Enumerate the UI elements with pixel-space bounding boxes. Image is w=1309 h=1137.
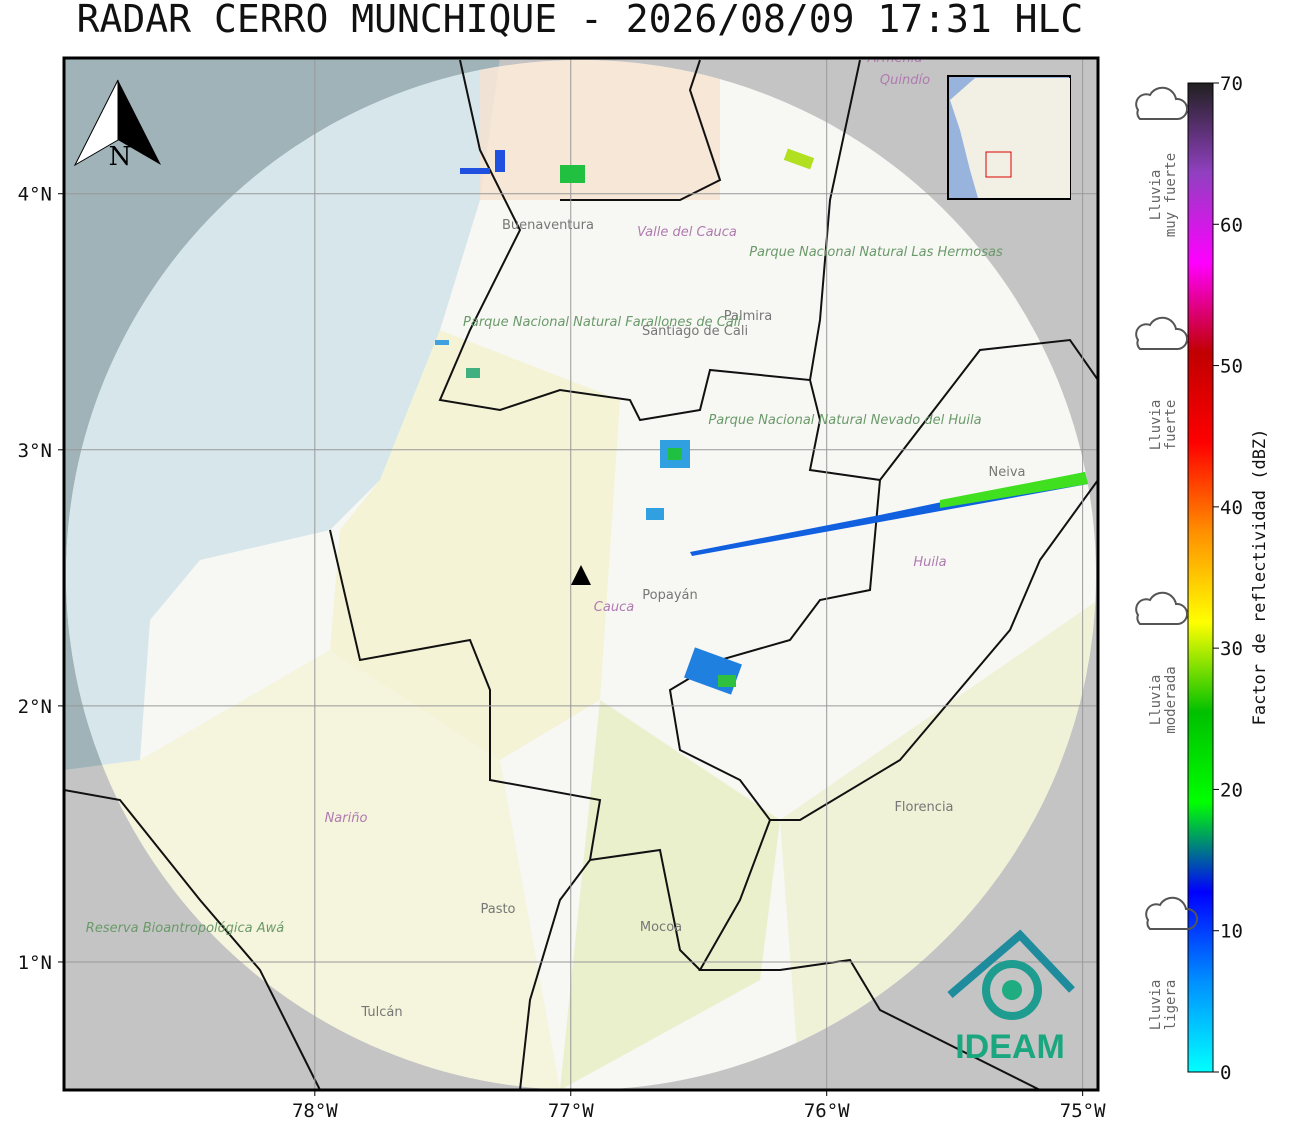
colorbar-tick-label: 20 [1220,779,1243,801]
ideam-logo: IDEAM [947,929,1075,1066]
y-tick-label: 1°N [18,952,52,974]
map-frame [62,56,1100,1092]
place-label: Florencia [894,800,953,815]
rain-label-line: Lluvia [1148,400,1164,451]
colorbar-tick-label: 0 [1220,1062,1231,1084]
colorbar-tick-label: 10 [1220,921,1243,943]
place-label: Huila [913,555,946,570]
rain-icon [1145,896,1198,930]
rain-label-line: ligera [1163,980,1179,1031]
place-label: Santiago de Cali [642,324,748,339]
place-label: Valle del Cauca [637,225,737,240]
rain-label-line: Lluvia [1148,675,1164,726]
map: Buenaventura Valle del Cauca PalmiraSantia… [64,51,1098,1090]
colorbar [1187,82,1214,1073]
rain-label: Lluvialigera [1148,980,1179,1031]
title: RADAR CERRO MUNCHIQUE - 2026/08/09 17:31… [77,0,1084,41]
inset-map [947,75,1071,200]
place-label: Quindío [880,73,930,88]
colorbar-tick-label: 60 [1220,214,1243,236]
radar-site [571,565,591,585]
north-label: N [109,142,132,172]
rain-label-line: moderada [1163,666,1179,733]
rain-label-line: muy fuerte [1163,153,1179,237]
y-tick-label: 2°N [18,696,52,718]
place-label: Pasto [480,902,515,917]
rain-icon [1135,316,1188,350]
place-label: Reserva Bioantropológica Awá [86,921,284,936]
logo-text: IDEAM [955,1028,1065,1066]
place-label: Parque Nacional Natural Nevado del Huila [708,413,981,428]
place-label: Buenaventura [502,218,594,233]
y-tick-label: 3°N [18,440,52,462]
colorbar-tick-label: 50 [1220,356,1243,378]
rain-label-line: Lluvia [1148,170,1164,221]
place-label: Palmira [724,309,772,324]
rain-label-line: Lluvia [1148,980,1164,1031]
x-tick-label: 76°W [804,1100,850,1122]
colorbar-tick-label: 40 [1220,497,1243,519]
rain-label: Lluviafuerte [1148,400,1179,451]
x-tick-label: 75°W [1060,1100,1106,1122]
place-label: Tulcán [360,1005,402,1020]
rain-label-line: fuerte [1163,400,1179,451]
place-label: Armenia [867,51,923,66]
rain-label: Lluviamuy fuerte [1148,153,1179,237]
rain-label: Lluviamoderada [1148,666,1179,733]
x-tick-label: 77°W [548,1100,594,1122]
colorbar-label: Factor de reflectividad (dBZ) [1250,429,1270,726]
place-label: Neiva [989,465,1026,480]
y-tick-label: 4°N [18,184,52,206]
north-arrow: N [73,79,161,172]
x-tick-label: 78°W [292,1100,338,1122]
place-label: Popayán [642,588,697,603]
place-label: Mocoa [640,920,682,935]
colorbar-tick-label: 30 [1220,638,1243,660]
place-label: Parque Nacional Natural Las Hermosas [749,245,1003,260]
colorbar-tick-label: 70 [1220,73,1243,95]
place-label: Cauca [594,600,634,615]
place-label: Nariño [325,811,368,826]
place-label: Parque Nacional Natural Farallones de Ca… [463,315,741,330]
rain-icon [1135,591,1188,625]
rain-icon [1135,86,1188,120]
